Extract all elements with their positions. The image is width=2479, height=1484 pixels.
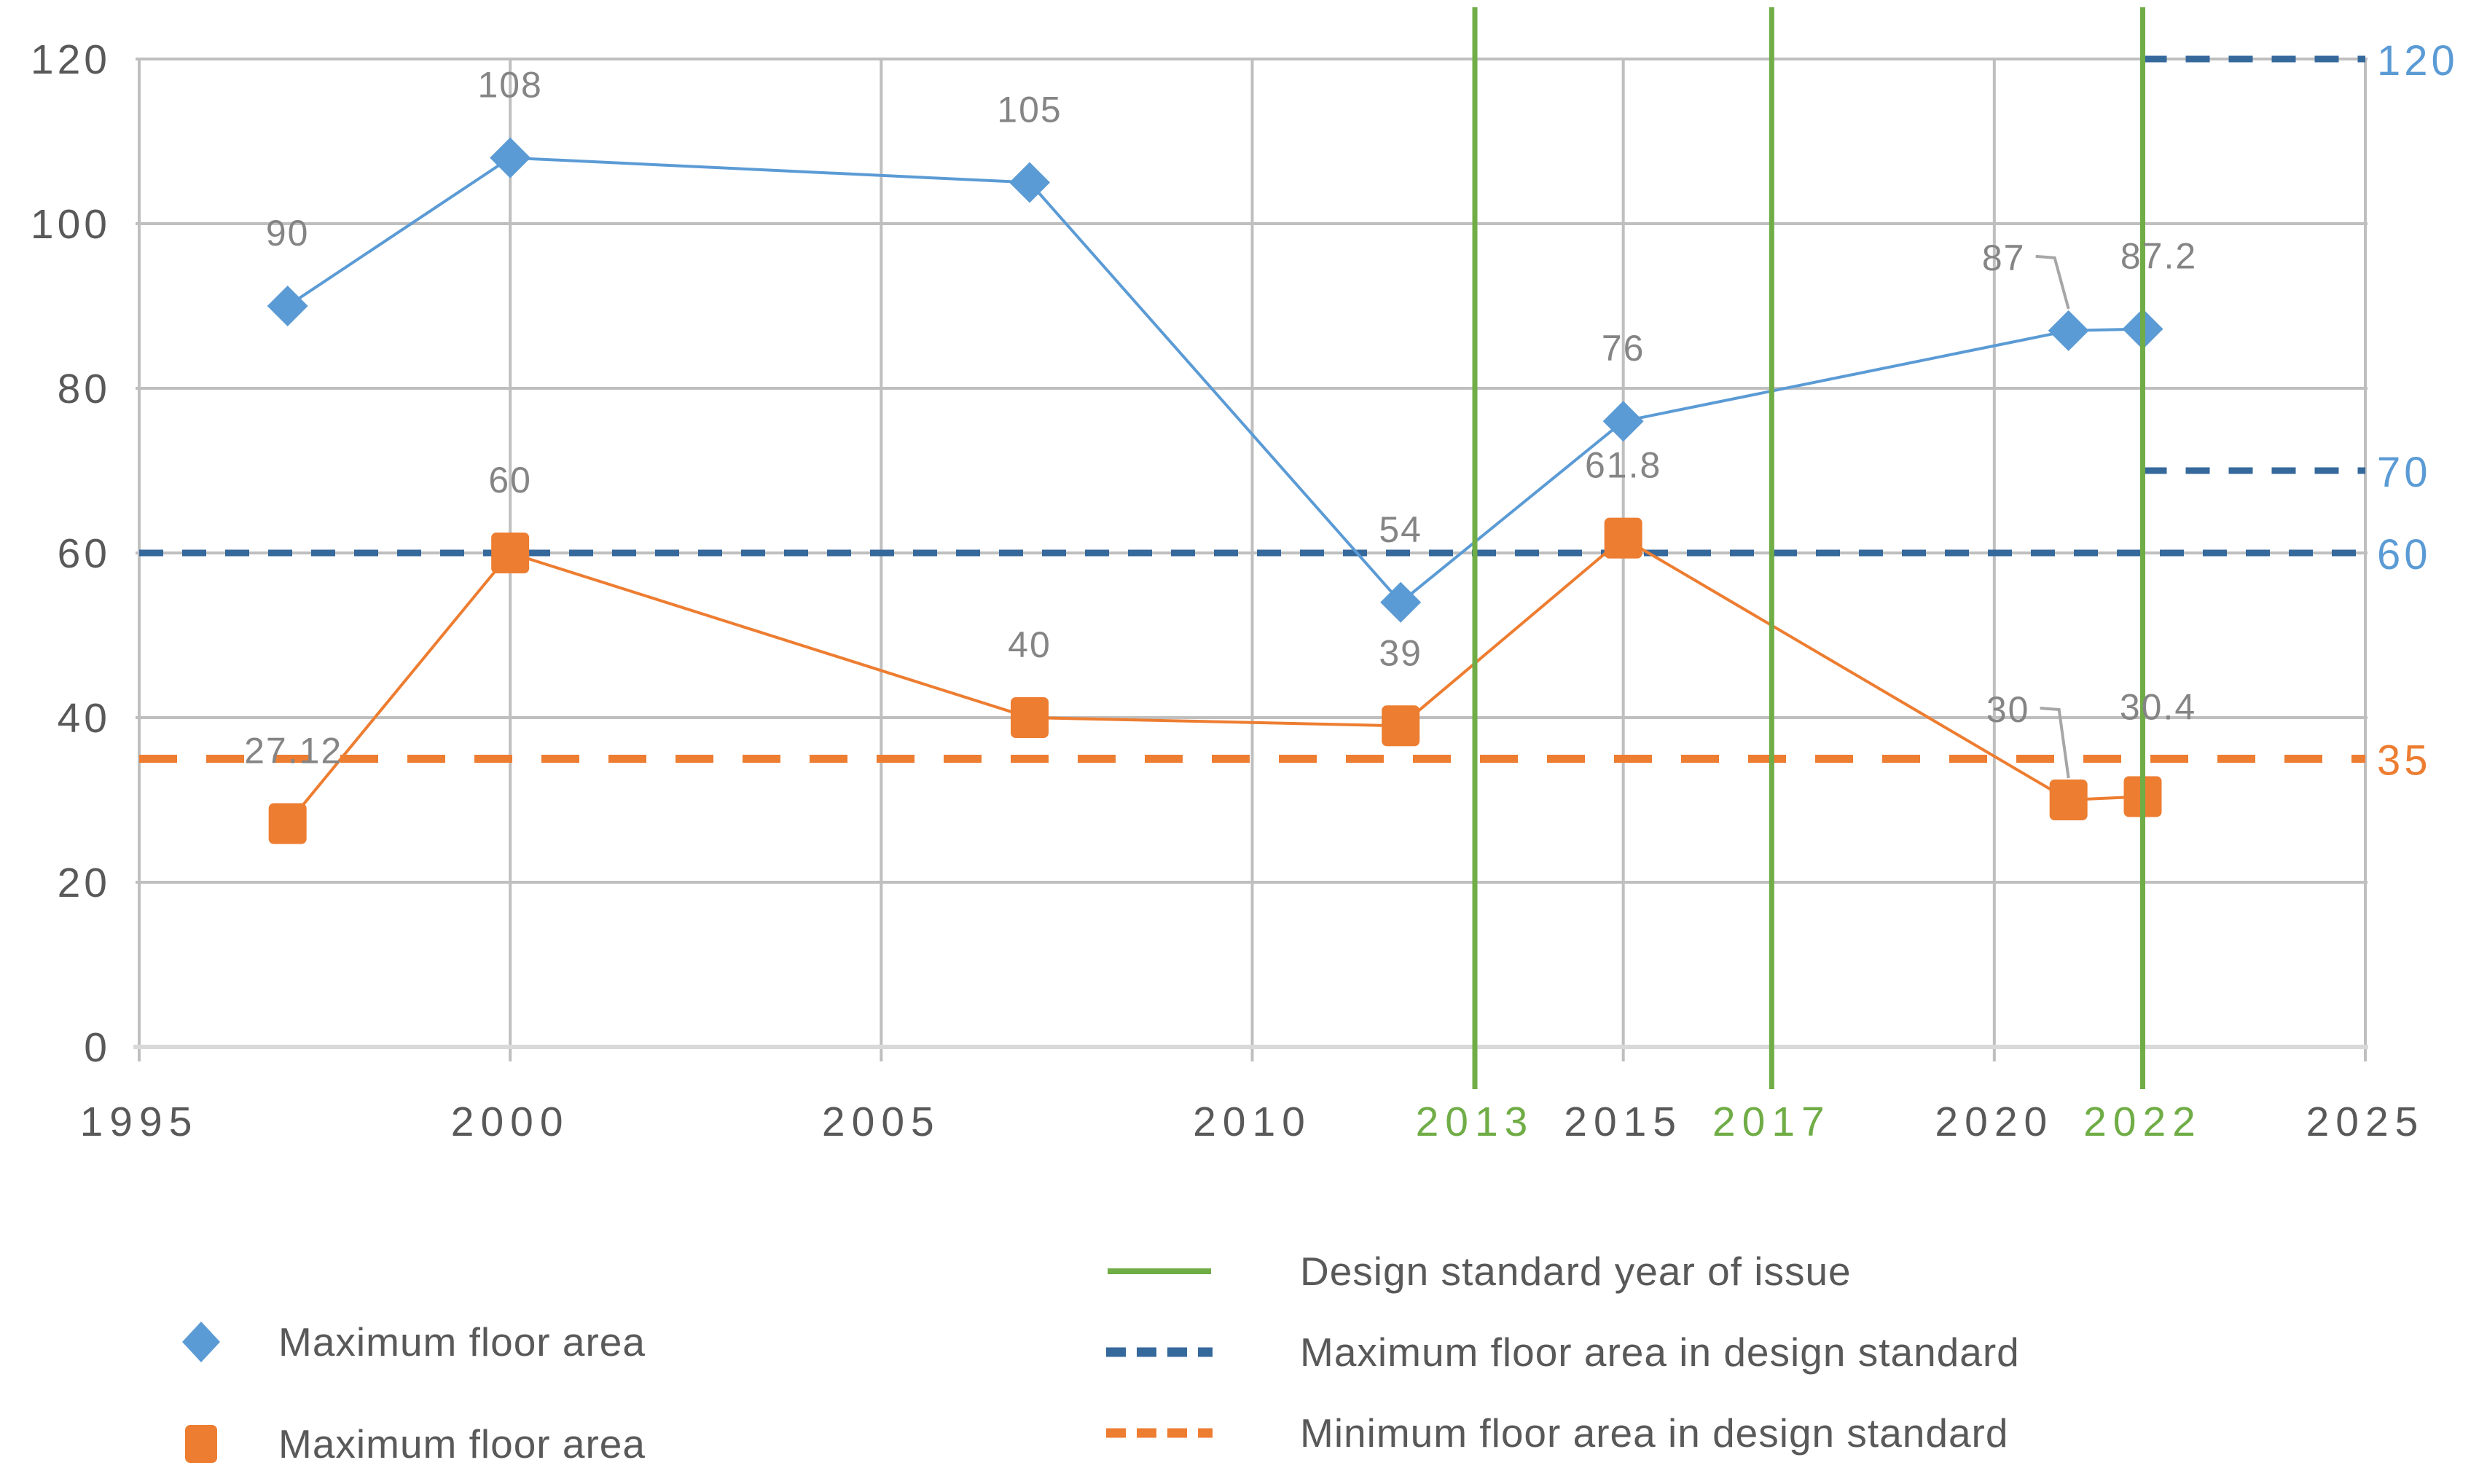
data-point-marker	[490, 137, 531, 178]
diamond-marker-icon	[178, 1319, 224, 1365]
standard-value-label: 120	[2377, 37, 2459, 85]
legend-item-min-floor-area-standard: Minimum floor area in design standard	[1105, 1407, 2008, 1459]
legend-label: Design standard year of issue	[1300, 1249, 1852, 1294]
data-labels: 90 108 105 54 76 87 87.2 27.12 60 40 39 61.8 30 30.4	[244, 65, 2197, 779]
series-maximum-floor-area	[267, 137, 2163, 623]
legend-label: Maximum floor area	[278, 1319, 646, 1365]
x-axis-tick-label: 2020	[1935, 1099, 2053, 1145]
legend-label: Minimum floor area in design standard	[1300, 1410, 2009, 1456]
data-label: 40	[1008, 624, 1051, 665]
design-standard-year-tick-label: 2022	[2083, 1099, 2202, 1145]
standard-value-labels: 120 70 60 35	[2377, 37, 2459, 785]
standard-value-label: 60	[2377, 531, 2432, 578]
data-label: 30.4	[2120, 686, 2196, 727]
data-label: 60	[488, 460, 532, 500]
data-point-marker	[1009, 162, 1050, 203]
data-label: 54	[1379, 509, 1422, 550]
x-axis-tick-label: 2015	[1564, 1099, 1683, 1145]
solid-line-icon	[1105, 1263, 1214, 1280]
square-marker-icon	[178, 1421, 224, 1467]
dashed-line-icon	[1105, 1343, 1214, 1361]
axis-tick-labels: 0 20 40 60 80 100 120 1995 2000 2005 2010 2015 2020 2…	[31, 36, 2425, 1145]
y-axis-tick-label: 20	[58, 860, 111, 906]
data-point-marker	[268, 803, 307, 844]
standard-value-label: 35	[2377, 737, 2432, 785]
standard-value-label: 70	[2377, 449, 2432, 496]
design-standard-year-tick-label: 2013	[1416, 1099, 1535, 1145]
dashed-line-icon	[1105, 1424, 1214, 1442]
design-standard-lines	[139, 55, 2365, 763]
data-label: 76	[1602, 328, 1645, 369]
data-point-marker	[1602, 401, 1644, 442]
data-label: 27.12	[244, 731, 342, 772]
data-label: 30	[1986, 689, 2030, 730]
data-point-marker	[1380, 581, 1422, 623]
label-leader-line	[2035, 254, 2070, 310]
data-point-marker	[1010, 697, 1049, 738]
legend-item-max-floor-area-standard: Maximum floor area in design standard	[1105, 1326, 2020, 1378]
data-point-marker	[1604, 517, 1642, 559]
y-axis-tick-label: 60	[58, 530, 111, 577]
y-axis-tick-label: 120	[31, 36, 111, 83]
x-axis-tick-label: 1995	[80, 1099, 199, 1145]
y-axis-tick-label: 40	[58, 695, 111, 742]
data-point-marker	[1382, 705, 1420, 747]
data-point-marker	[2049, 780, 2088, 820]
data-label: 105	[997, 90, 1062, 130]
data-label: 87.2	[2120, 236, 2197, 277]
legend-label: Maximum floor area in design standard	[1300, 1330, 2020, 1375]
x-axis-tick-label: 2010	[1193, 1099, 1312, 1145]
series-line	[286, 536, 2143, 825]
label-leader-line	[2040, 707, 2070, 779]
legend-item-maximum-floor-area: Maximum floor area	[178, 1316, 646, 1368]
data-point-marker	[2048, 310, 2089, 351]
design-standard-year-tick-label: 2017	[1712, 1099, 1831, 1145]
legend-item-design-standard-year: Design standard year of issue	[1105, 1245, 1852, 1297]
x-axis-tick-label: 2000	[451, 1099, 570, 1145]
data-label: 90	[266, 213, 310, 254]
design-standard-year-lines	[1472, 7, 2145, 1089]
data-label: 108	[477, 65, 542, 106]
x-axis-tick-label: 2025	[2306, 1099, 2425, 1145]
x-axis-tick-label: 2005	[822, 1099, 941, 1145]
data-label: 87	[1982, 237, 2026, 278]
legend-item-minimum-floor-area-series: Maximum floor area	[178, 1418, 646, 1470]
y-axis-tick-label: 80	[58, 366, 111, 412]
legend-label: Maximum floor area	[278, 1421, 646, 1467]
y-axis-tick-label: 0	[84, 1024, 111, 1071]
y-axis-tick-label: 100	[31, 201, 111, 248]
gridlines	[133, 58, 2368, 1061]
data-point-marker	[267, 286, 308, 326]
data-label: 61.8	[1585, 445, 1661, 486]
data-point-marker	[491, 533, 530, 573]
series-minimum-floor-area	[268, 517, 2162, 844]
data-label: 39	[1379, 632, 1422, 673]
